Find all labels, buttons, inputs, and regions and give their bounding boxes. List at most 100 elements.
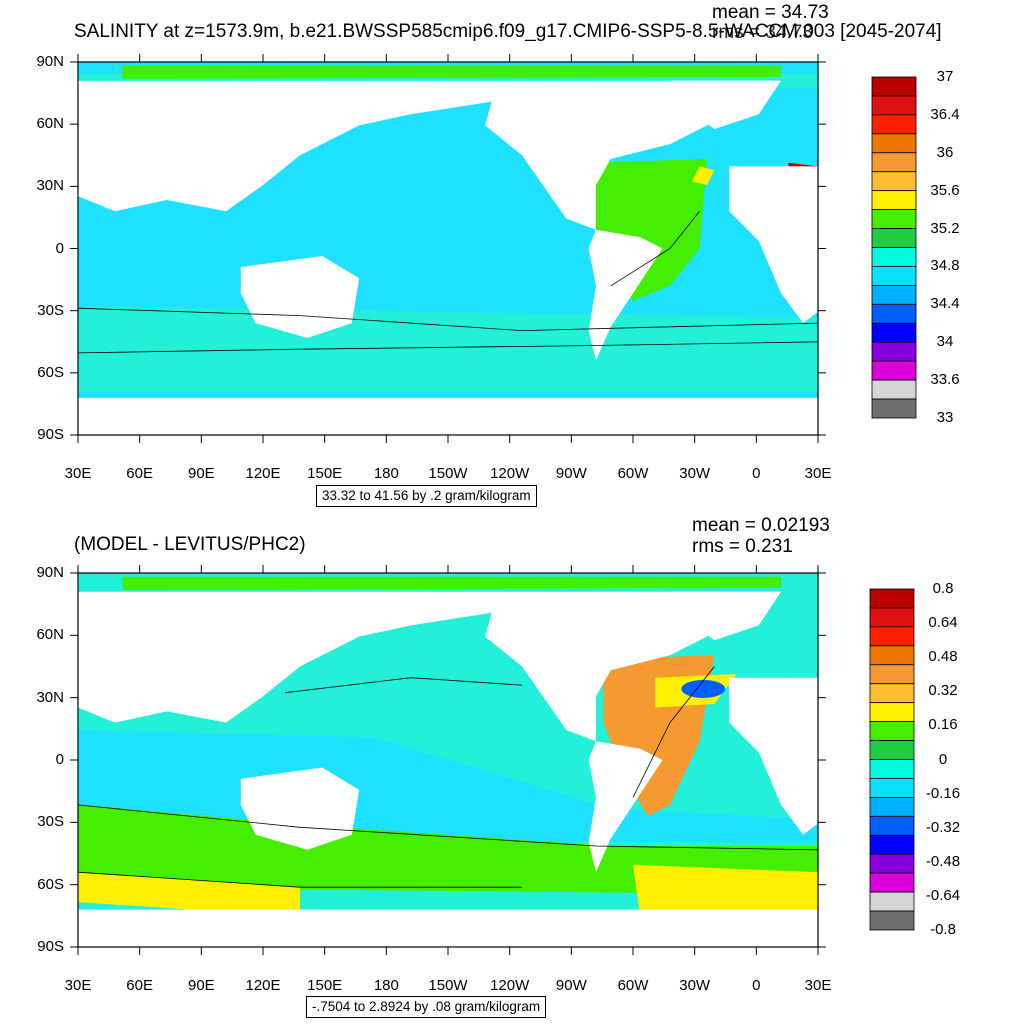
panel1-lat-label: 60N [36,115,64,133]
panel1-greenland-land [670,80,781,130]
panel2-asia-land [78,591,522,723]
panel1-colorbar-swatch [871,95,917,116]
panel1-colorbar-swatch [871,379,917,400]
panel1-colorbar-swatch [871,152,917,173]
panel2-contour-line [285,677,523,694]
panel1-colorbar-swatch [871,284,917,305]
panel1-lon-label: 120W [490,465,530,482]
panel2-lat-label: 60S [37,875,64,893]
panel2-colorbar-swatch [869,721,915,741]
panel2-antarctica-land [78,909,818,947]
panel1-colorbar-label: 34.4 [930,295,960,313]
panel2-colorbar-swatch [869,588,915,609]
panel1-lat-label: 30S [37,301,64,319]
panel2-colorbar-label: 0.16 [928,716,958,734]
panel1-range-label: 33.32 to 41.56 by .2 gram/kilogram [316,485,537,507]
panel1-colorbar-swatch [871,322,917,343]
panel2-lon-label: 90E [187,977,215,994]
panel2-blue-anomaly [681,679,726,698]
panel1-rms: rms = 34.73 [712,22,813,43]
panel2-mean: mean = 0.02193 [692,515,830,536]
panel1-lon-label: 120E [245,465,281,482]
panel1-lon-label: 0 [752,465,761,482]
panel2-colorbar-label: -0.48 [925,852,961,870]
panel2-title: (MODEL - LEVITUS/PHC2) [74,534,306,555]
panel2-lat-label: 90N [36,564,64,581]
panel1-colorbar-swatch [871,171,917,192]
panel2-lon-label: 60E [126,977,154,994]
panel2-colorbar-swatch [869,910,915,931]
panel1-lon-label: 60W [617,465,649,482]
panel2-colorbar-swatch [869,664,915,685]
panel1-lon-label: 30W [679,465,711,482]
panel1-lat-label: 90N [36,53,64,70]
panel2-arctic-shelf [122,576,781,590]
panel1-lon-label: 30E [64,465,92,482]
panel2-colorbar-swatch [869,702,915,723]
panel2-lon-label: 150W [428,977,468,994]
panel1-lon-label: 150W [428,465,468,482]
panel1-colorbar-swatch [871,247,917,267]
panel2-greenland-land [670,591,781,641]
panel2-colorbar-label: 0.8 [932,580,954,597]
panel2-colorbar-swatch [869,872,915,893]
panel2-colorbar-label: -0.8 [930,921,956,938]
panel1-colorbar-swatch [871,133,917,154]
panel1-colorbar-label: 36 [936,143,954,161]
panel2-colorbar-label: -0.64 [925,886,961,904]
panel2-colorbar-swatch [869,796,915,817]
panel2-colorbar-swatch [869,834,915,855]
panel2-indian-yellow-band [78,872,300,918]
panel2-lon-label: 180 [373,977,399,994]
panel1-africa-land [729,166,818,324]
panel1-colorbar-swatch [871,266,917,286]
panel2-lon-label: 30E [804,977,832,994]
panel2-lon-label: 120W [490,977,530,994]
panel1-title: SALINITY at z=1573.9m, b.e21.BWSSP585cmi… [74,21,942,42]
panel2-colorbar-swatch [869,645,915,666]
panel2-contour-line [77,804,819,851]
panel1-lon-label: 150E [307,465,343,482]
panel1-colorbar-swatch [871,360,917,381]
panel2-colorbar-label: 0 [938,750,948,768]
panel2-contour-line [632,666,715,798]
panel2-lon-label: 0 [752,977,761,994]
panel2-colorbar-swatch [869,626,915,647]
panel1-southern-ocean-band [78,306,818,393]
panel1-colorbar-swatch [871,76,917,97]
panel2-lat-label: 30S [37,813,64,831]
panel2-lon-label: 30W [679,977,711,994]
panel1-asia-land [78,80,522,212]
panel1-colorbar-swatch [871,209,917,229]
panel1-lat-label: 60S [37,363,64,381]
panel1-lon-label: 60E [126,465,154,482]
panel1-contour-line [610,210,700,287]
panel2-colorbar-swatch [869,815,915,836]
panel1-colorbar-swatch [871,303,917,324]
panel1-contour-line [77,307,819,332]
panel1-mean: mean = 34.73 [712,2,829,23]
panel2-lon-label: 30E [64,977,92,994]
panel1-arctic-shelf [122,65,781,79]
panel1-colorbar-swatch [871,114,917,135]
panel1-colorbar-label: 33 [936,409,954,426]
panel2-colorbar-swatch [869,683,915,704]
panel2-contour-line [77,871,522,888]
panel1-med-outflow [692,166,715,186]
panel2-colorbar-swatch [869,853,915,874]
panel1-colorbar-label: 36.4 [930,105,960,123]
panel2-colorbar-label: 0.32 [928,682,958,700]
panel1-colorbar-swatch [871,398,917,419]
panel1-colorbar-label: 33.6 [930,371,960,389]
panel2-colorbar-label: -0.16 [925,784,961,802]
panel2-lon-label: 90W [555,977,587,994]
panel1-lat-label: 30N [36,177,64,195]
panel1-colorbar-swatch [871,341,917,362]
panel2-colorbar-swatch [869,778,915,798]
panel1-lat-label: 0 [55,239,64,257]
panel2-colorbar-swatch [869,740,915,760]
panel1-antarctica-land [78,397,818,435]
panel1-lat-label: 90S [37,426,64,443]
panel1-lon-label: 30E [804,465,832,482]
